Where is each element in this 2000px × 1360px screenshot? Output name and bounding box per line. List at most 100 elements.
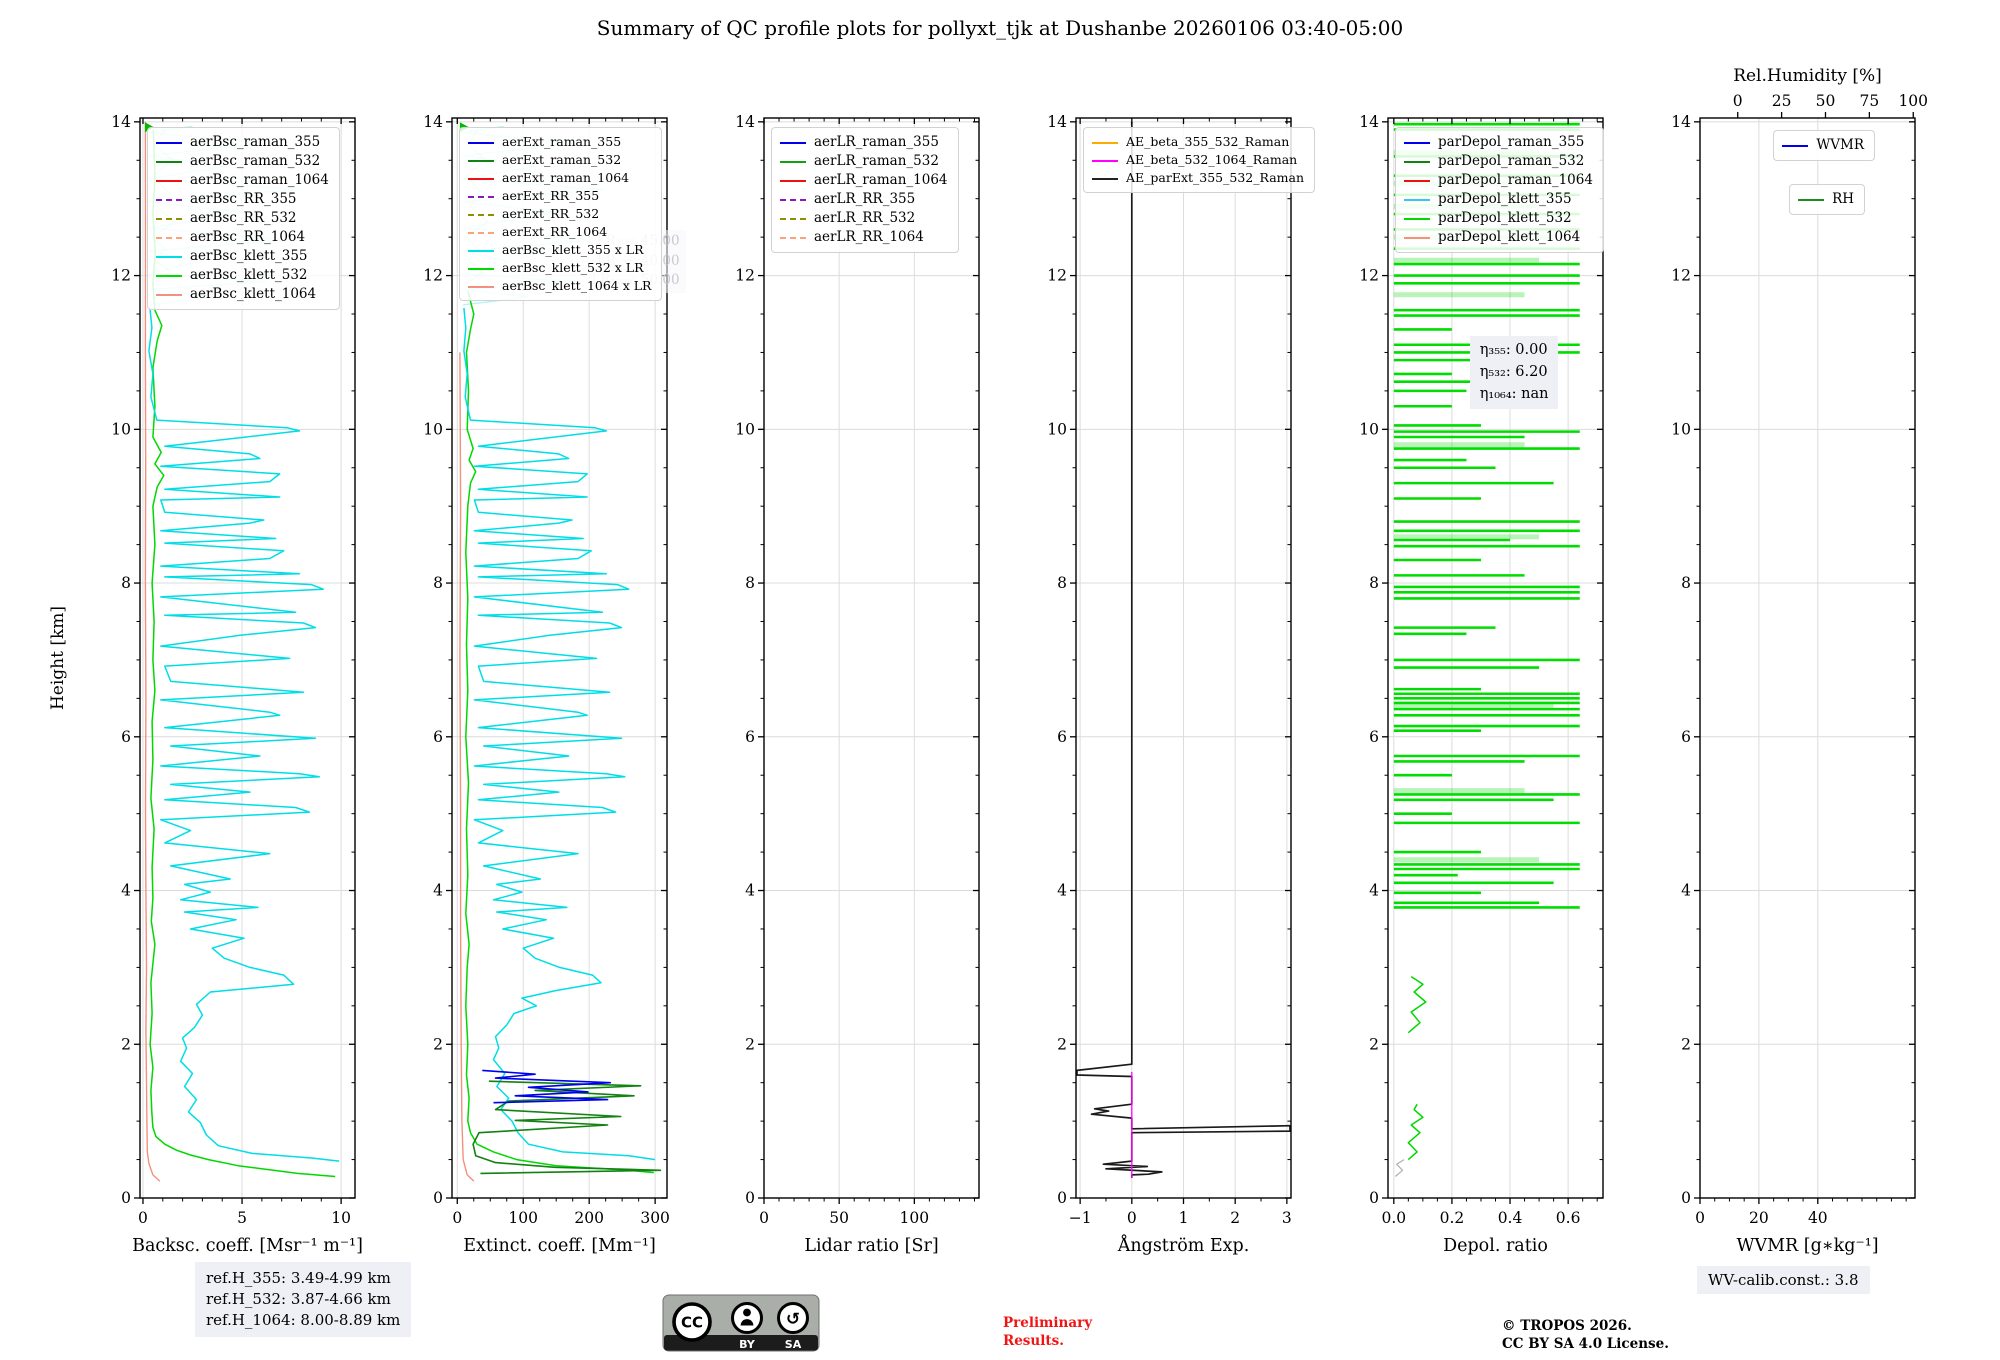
x-axis-label: Extinct. coeff. [Mm⁻¹] bbox=[463, 1236, 656, 1256]
legend-label: aerBsc_raman_1064 bbox=[190, 172, 329, 188]
cc-icon bbox=[672, 1302, 712, 1342]
legend-label: AE_beta_532_1064_Raman bbox=[1126, 152, 1298, 167]
ref-height-1064: ref.H_1064: 8.00-8.89 km bbox=[206, 1311, 401, 1329]
by-label: BY bbox=[739, 1338, 756, 1351]
y-tick-label: 8 bbox=[121, 574, 131, 592]
legend-item: aerLR_raman_532 bbox=[780, 152, 948, 171]
x-tick-label: 0 bbox=[1695, 1209, 1705, 1227]
legend-item: aerLR_raman_1064 bbox=[780, 171, 948, 190]
x-tick-label: 20 bbox=[1749, 1209, 1769, 1227]
legend-label: aerExt_RR_532 bbox=[502, 206, 600, 221]
x-tick-label: 2 bbox=[1230, 1209, 1240, 1227]
legend-box: aerLR_raman_355 aerLR_raman_532 aerLR_rama… bbox=[771, 127, 959, 253]
legend-line-sample bbox=[1092, 178, 1118, 180]
legend-label: aerExt_raman_1064 bbox=[502, 170, 630, 185]
y-tick-label: 4 bbox=[1681, 882, 1691, 900]
legend-item: aerLR_RR_532 bbox=[780, 209, 948, 228]
legend-item: aerBsc_klett_355 x LR bbox=[468, 241, 651, 259]
legend-line-sample bbox=[780, 218, 806, 220]
legend-item: AE_parExt_355_532_Raman bbox=[1092, 169, 1304, 187]
y-tick-label: 8 bbox=[745, 574, 755, 592]
y-tick-label: 10 bbox=[735, 420, 755, 438]
y-tick-label: 14 bbox=[1671, 113, 1691, 131]
legend-line-sample bbox=[156, 218, 182, 220]
legend-label: parDepol_raman_532 bbox=[1438, 153, 1585, 169]
legend-label: WVMR bbox=[1816, 137, 1864, 153]
x-tick-label: 10 bbox=[331, 1209, 351, 1227]
legend-line-sample bbox=[780, 199, 806, 201]
y-tick-label: 12 bbox=[735, 267, 755, 285]
y-tick-label: 2 bbox=[1681, 1035, 1691, 1053]
aerExt_raman_532 bbox=[472, 1080, 662, 1175]
cc-icon-text: CC bbox=[681, 1314, 703, 1332]
preliminary-results-note: Preliminary Results. bbox=[1003, 1314, 1092, 1350]
y-tick-label: 6 bbox=[121, 728, 131, 746]
legend-line-sample bbox=[156, 142, 182, 144]
legend-label: aerBsc_klett_355 bbox=[190, 248, 308, 264]
x-axis-label: Depol. ratio bbox=[1443, 1236, 1548, 1256]
legend-label: aerExt_RR_355 bbox=[502, 188, 600, 203]
legend-line-sample bbox=[156, 275, 182, 277]
legend-label: parDepol_klett_532 bbox=[1438, 210, 1572, 226]
y-tick-label: 14 bbox=[1359, 113, 1379, 131]
y-tick-label: 6 bbox=[745, 728, 755, 746]
legend-line-sample bbox=[1404, 237, 1430, 239]
y-tick-label: 2 bbox=[433, 1035, 443, 1053]
parDepol_klett_532_low2 bbox=[1407, 975, 1427, 1034]
y-tick-label: 12 bbox=[423, 267, 443, 285]
legend-box: AE_beta_355_532_Raman AE_beta_532_1064_Ra… bbox=[1083, 127, 1316, 193]
legend-item: parDepol_klett_532 bbox=[1404, 209, 1593, 228]
tropos-line1: © TROPOS 2026. bbox=[1502, 1318, 1632, 1334]
legend-item: aerBsc_raman_532 bbox=[156, 152, 329, 171]
legend-line-sample bbox=[156, 180, 182, 182]
y-tick-label: 10 bbox=[423, 420, 443, 438]
legend-label: aerBsc_raman_532 bbox=[190, 153, 321, 169]
legend-line-sample bbox=[1404, 142, 1430, 144]
y-tick-label: 12 bbox=[1047, 267, 1067, 285]
top-axis-label: Rel.Humidity [%] bbox=[1733, 66, 1882, 86]
wvmr-plot: 0 20 40 0 25 50 75 100 0 2 4 6 8 10 12 14 bbox=[1671, 92, 1928, 1227]
legend-item: aerLR_RR_355 bbox=[780, 190, 948, 209]
legend-item: aerBsc_klett_532 x LR bbox=[468, 259, 651, 277]
x-tick-label: 100 bbox=[508, 1209, 538, 1227]
legend-label: aerLR_RR_355 bbox=[814, 191, 916, 207]
x-tick-label: 5 bbox=[237, 1209, 247, 1227]
x-tick-label: 0 bbox=[452, 1209, 462, 1227]
legend-line-sample bbox=[468, 178, 494, 180]
legend-label: aerBsc_RR_1064 bbox=[190, 229, 306, 245]
top-tick-label: 100 bbox=[1898, 92, 1928, 110]
y-tick-label: 14 bbox=[1047, 113, 1067, 131]
legend-line-sample bbox=[1404, 199, 1430, 201]
legend-line-sample bbox=[156, 294, 182, 296]
x-tick-label: 300 bbox=[640, 1209, 670, 1227]
legend-line-sample bbox=[1798, 199, 1825, 201]
legend-line-sample bbox=[156, 256, 182, 258]
legend-line-sample bbox=[780, 180, 806, 182]
x-tick-label: 0 bbox=[1127, 1209, 1137, 1227]
y-tick-label: 0 bbox=[121, 1189, 131, 1207]
legend-label: aerBsc_klett_1064 bbox=[190, 286, 317, 302]
tropos-line2: CC BY SA 4.0 License. bbox=[1502, 1336, 1669, 1353]
legend-item: aerBsc_klett_355 bbox=[156, 247, 329, 266]
y-tick-label: 8 bbox=[433, 574, 443, 592]
legend-item: parDepol_klett_355 bbox=[1404, 190, 1593, 209]
aerBsc_klett_355_x_LR bbox=[463, 307, 656, 1161]
badge-bottom-strip bbox=[664, 1335, 818, 1351]
y-tick-label: 0 bbox=[1057, 1189, 1067, 1207]
y-tick-label: 0 bbox=[1681, 1189, 1691, 1207]
legend-label: aerLR_RR_532 bbox=[814, 210, 916, 226]
parDepol_klett_532_low1 bbox=[1407, 1103, 1424, 1161]
legend-line-sample bbox=[1404, 218, 1430, 220]
legend-item: aerLR_RR_1064 bbox=[780, 228, 948, 247]
y-tick-label: 2 bbox=[745, 1035, 755, 1053]
y-tick-label: 0 bbox=[1369, 1189, 1379, 1207]
plot-frame bbox=[451, 117, 668, 1199]
legend-item: aerExt_raman_355 bbox=[468, 133, 651, 151]
y-tick-label: 14 bbox=[111, 113, 131, 131]
annotation-line: η₅₃₂: 6.20 bbox=[1479, 363, 1548, 380]
y-tick-label: 10 bbox=[1671, 420, 1691, 438]
share-alike-icon bbox=[777, 1302, 809, 1334]
y-tick-label: 14 bbox=[735, 113, 755, 131]
